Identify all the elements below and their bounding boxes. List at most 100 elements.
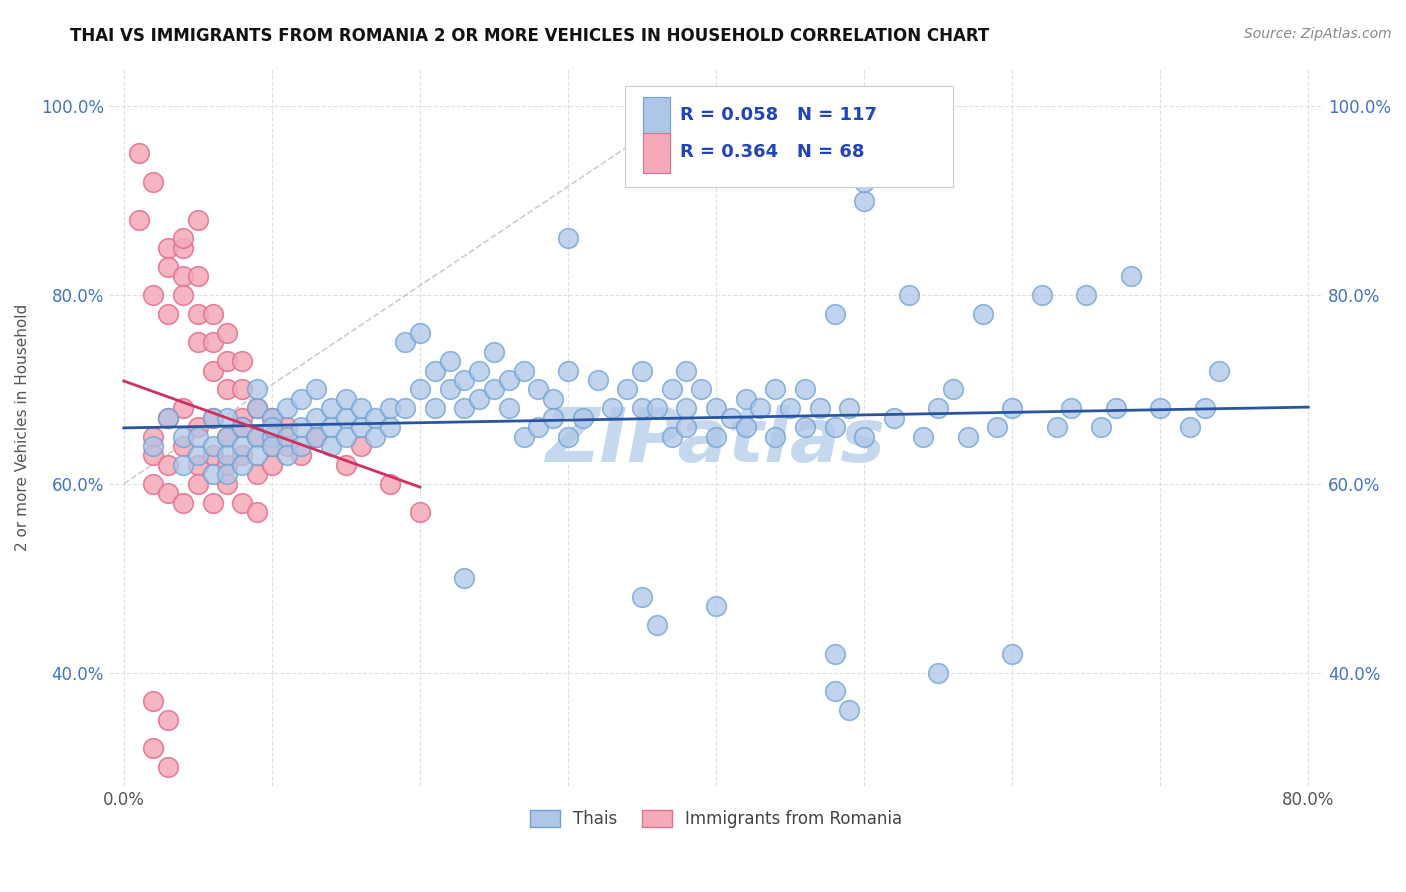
Point: [157, 260, 180, 274]
Text: R = 0.364   N = 68: R = 0.364 N = 68: [679, 144, 865, 161]
Point: [541, 392, 564, 406]
Point: [1178, 420, 1201, 434]
Point: [142, 694, 165, 708]
Point: [187, 335, 209, 350]
Point: [128, 212, 150, 227]
Point: [586, 373, 609, 387]
Point: [260, 458, 283, 472]
Point: [246, 505, 269, 519]
Point: [172, 496, 194, 510]
Point: [217, 429, 239, 443]
Point: [793, 383, 815, 397]
Point: [217, 476, 239, 491]
Point: [201, 496, 224, 510]
Point: [276, 429, 298, 443]
Point: [734, 420, 756, 434]
Point: [201, 449, 224, 463]
Point: [602, 401, 624, 416]
Point: [172, 231, 194, 245]
Bar: [643, 133, 669, 172]
Point: [512, 429, 534, 443]
Point: [468, 392, 491, 406]
Point: [201, 335, 224, 350]
Point: [439, 383, 461, 397]
Point: [217, 467, 239, 482]
Point: [231, 383, 253, 397]
Point: [305, 429, 328, 443]
Point: [217, 326, 239, 340]
Point: [201, 439, 224, 453]
Text: THAI VS IMMIGRANTS FROM ROMANIA 2 OR MORE VEHICLES IN HOUSEHOLD CORRELATION CHAR: THAI VS IMMIGRANTS FROM ROMANIA 2 OR MOR…: [70, 27, 990, 45]
Point: [246, 401, 269, 416]
Point: [631, 363, 654, 377]
Point: [824, 647, 846, 661]
Point: [541, 410, 564, 425]
Point: [394, 401, 416, 416]
Point: [853, 175, 876, 189]
Point: [201, 467, 224, 482]
Point: [260, 410, 283, 425]
Point: [187, 307, 209, 321]
Point: [246, 383, 269, 397]
Point: [335, 392, 357, 406]
Point: [142, 741, 165, 756]
Point: [824, 420, 846, 434]
Point: [157, 713, 180, 727]
Point: [290, 439, 312, 453]
Point: [142, 175, 165, 189]
Point: [157, 410, 180, 425]
Point: [912, 429, 935, 443]
Point: [380, 420, 402, 434]
Point: [231, 354, 253, 368]
Point: [187, 420, 209, 434]
Point: [1149, 401, 1171, 416]
Point: [172, 288, 194, 302]
Point: [128, 146, 150, 161]
Point: [631, 590, 654, 604]
Point: [305, 383, 328, 397]
Point: [187, 429, 209, 443]
Point: [1076, 288, 1098, 302]
Point: [231, 420, 253, 434]
Point: [260, 420, 283, 434]
Point: [897, 288, 920, 302]
Point: [305, 429, 328, 443]
Point: [157, 410, 180, 425]
Text: Source: ZipAtlas.com: Source: ZipAtlas.com: [1244, 27, 1392, 41]
Point: [631, 401, 654, 416]
Y-axis label: 2 or more Vehicles in Household: 2 or more Vehicles in Household: [15, 303, 30, 550]
Point: [557, 429, 579, 443]
Point: [246, 401, 269, 416]
Point: [157, 486, 180, 500]
Point: [734, 392, 756, 406]
Point: [616, 383, 638, 397]
Point: [187, 269, 209, 284]
Point: [142, 449, 165, 463]
Point: [512, 363, 534, 377]
Point: [380, 401, 402, 416]
Point: [187, 212, 209, 227]
Point: [645, 401, 668, 416]
Point: [1194, 401, 1216, 416]
Point: [675, 401, 697, 416]
Point: [557, 231, 579, 245]
Point: [201, 410, 224, 425]
Point: [527, 420, 550, 434]
Point: [482, 383, 505, 397]
Point: [704, 401, 727, 416]
Point: [1060, 401, 1083, 416]
Point: [1090, 420, 1112, 434]
Point: [201, 363, 224, 377]
Point: [246, 429, 269, 443]
Point: [453, 373, 475, 387]
Point: [1046, 420, 1069, 434]
FancyBboxPatch shape: [626, 87, 953, 186]
Legend: Thais, Immigrants from Romania: Thais, Immigrants from Romania: [523, 804, 910, 835]
Point: [883, 410, 905, 425]
Point: [675, 420, 697, 434]
Point: [661, 383, 683, 397]
Point: [1031, 288, 1053, 302]
Point: [824, 307, 846, 321]
Point: [290, 449, 312, 463]
Point: [231, 449, 253, 463]
